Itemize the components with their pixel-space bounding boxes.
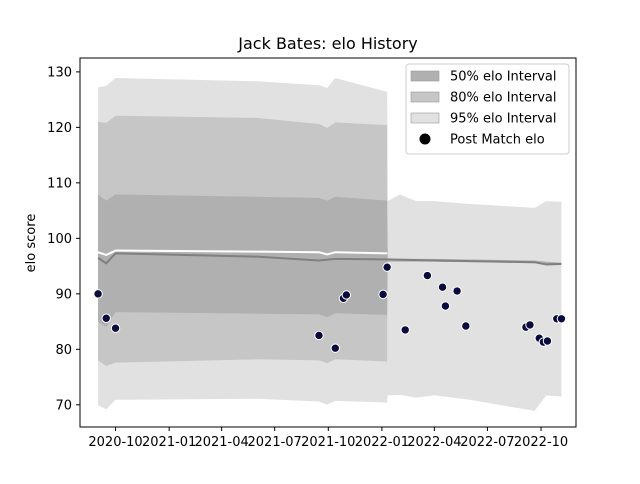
y-tick-label: 90 — [55, 287, 72, 302]
y-tick-label: 130 — [47, 65, 72, 80]
legend-swatch-95pct-elo-interval — [410, 112, 440, 124]
chart-title: Jack Bates: elo History — [237, 34, 417, 53]
data-point — [93, 289, 103, 299]
data-point — [382, 262, 392, 272]
x-tick-label: 2022-07 — [460, 435, 514, 450]
x-tick-label: 2022-10 — [514, 435, 568, 450]
band-50pct-elo-interval — [98, 194, 562, 328]
mean-line-1 — [97, 252, 562, 266]
y-tick-label: 70 — [55, 398, 72, 413]
data-point — [556, 314, 567, 324]
legend-swatch-80pct-elo-interval — [410, 91, 440, 103]
data-point — [101, 313, 111, 323]
y-tick-label: 80 — [55, 343, 72, 358]
x-tick-label: 2020-10 — [88, 435, 142, 450]
plot-area — [93, 77, 567, 411]
data-point — [341, 290, 352, 300]
mean-line-2 — [97, 249, 388, 257]
y-axis-label: elo score — [24, 214, 39, 273]
data-point — [440, 301, 451, 311]
data-point — [378, 289, 388, 300]
data-point — [542, 336, 553, 346]
data-point — [452, 286, 462, 296]
x-tick-label: 2021-07 — [248, 435, 302, 450]
data-point — [330, 343, 340, 353]
x-tick-label: 2021-01 — [142, 435, 196, 450]
legend: 50% elo Interval 80% elo Interval 95% elo … — [405, 63, 570, 155]
y-tick-label: 120 — [47, 121, 72, 136]
legend-box — [405, 63, 570, 155]
legend-label: Post Match elo — [450, 133, 545, 148]
x-tick-label: 2021-10 — [301, 435, 355, 450]
data-point — [314, 330, 324, 341]
legend-label: 95% elo Interval — [450, 112, 557, 127]
data-point — [525, 320, 535, 330]
x-tick-label: 2021-04 — [194, 435, 248, 450]
x-tick-label: 2022-01 — [355, 435, 409, 450]
legend-label: 50% elo Interval — [450, 70, 557, 85]
data-point — [422, 270, 433, 281]
data-point — [461, 321, 471, 331]
data-point — [110, 323, 121, 333]
legend-label: 80% elo Interval — [450, 91, 557, 106]
legend-marker-post-match-elo — [419, 133, 431, 145]
y-tick-label: 100 — [47, 232, 72, 247]
legend-swatch-50pct-elo-interval — [410, 70, 440, 82]
data-point — [437, 282, 448, 292]
y-tick-label: 110 — [47, 176, 72, 191]
data-point — [400, 325, 410, 335]
x-tick-label: 2022-04 — [407, 435, 461, 450]
